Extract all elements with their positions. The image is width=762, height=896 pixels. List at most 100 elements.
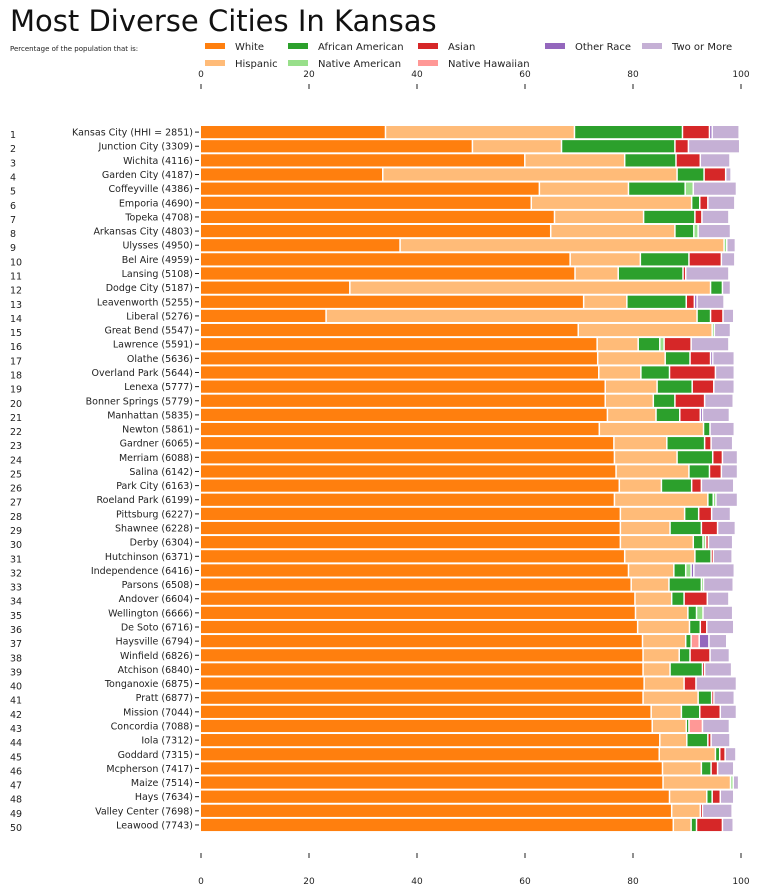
bar-segment-hispanic [663, 762, 701, 775]
bar-segment-asian [695, 210, 702, 224]
bar-segment-asian [683, 126, 709, 139]
city-label: Roeland Park (6199) [96, 495, 193, 506]
bar-segment-white [201, 620, 637, 634]
rank-label: 43 [10, 724, 22, 735]
bottom-tick-label: 0 [198, 877, 204, 887]
bar-segment-hispanic [625, 550, 695, 563]
bar-segment-hispanic [670, 790, 707, 803]
bar-segment-white [201, 734, 660, 747]
bar-segment-other-race [701, 408, 702, 421]
bar-segment-african-american [688, 606, 696, 619]
bar-segment-african-american [665, 352, 690, 365]
bar-segment-native-american [686, 564, 691, 577]
bar-segment-two-or-more [704, 578, 733, 591]
bar-segment-two-or-more [702, 210, 729, 224]
bar-segment-two-or-more [714, 380, 734, 393]
bar-segment-two-or-more [713, 352, 734, 365]
bar-segment-african-american [689, 465, 709, 478]
rank-label: 23 [10, 441, 22, 452]
bar-segment-african-american [677, 168, 704, 181]
legend-swatch-other-race [545, 43, 565, 49]
bar-segment-african-american [679, 649, 690, 662]
rank-label: 17 [10, 356, 22, 367]
bar-segment-two-or-more [711, 734, 730, 747]
city-label: Leawood (7743) [116, 820, 193, 831]
bar-segment-two-or-more [697, 295, 724, 308]
bar-segment-african-american [675, 224, 694, 238]
legend-swatch-two-or-more [642, 43, 662, 49]
rank-label: 36 [10, 625, 22, 636]
bar-segment-two-or-more [712, 126, 739, 139]
bar-segment-african-american [697, 309, 710, 323]
bar-segment-two-or-more [708, 196, 735, 209]
rank-label: 50 [10, 823, 22, 834]
city-label: Emporia (4690) [119, 198, 193, 209]
rank-label: 11 [10, 272, 22, 283]
bar-segment-white [201, 507, 620, 520]
bar-segment-two-or-more [686, 267, 729, 280]
bar-segment-asian [710, 465, 721, 478]
city-label: Lawrence (5591) [113, 340, 193, 351]
bar-segment-hispanic [652, 719, 686, 733]
bar-segment-white [201, 719, 652, 733]
city-label: Valley Center (7698) [95, 806, 193, 817]
city-label: Mission (7044) [123, 707, 193, 718]
bar-segment-asian [701, 620, 707, 634]
bar-segment-hispanic [614, 437, 667, 450]
bar-segment-two-or-more [705, 394, 733, 407]
bottom-tick-label: 60 [519, 877, 531, 887]
city-label: Tonganoxie (6875) [104, 679, 193, 690]
bar-segment-white [201, 224, 550, 238]
bar-segment-african-american [686, 635, 691, 648]
bar-segment-two-or-more [702, 479, 734, 492]
city-label: Independence (6416) [91, 566, 193, 577]
bar-segment-white [201, 281, 350, 294]
bar-segment-two-or-more [703, 408, 729, 421]
rank-label: 42 [10, 710, 22, 721]
bar-segment-two-or-more [714, 550, 732, 563]
legend-swatch-african-american [288, 43, 308, 49]
bar-segment-white [201, 366, 599, 379]
rank-label: 45 [10, 752, 22, 763]
city-label: Salina (6142) [129, 467, 193, 478]
bar-segment-native-american [703, 536, 705, 549]
bar-segment-african-american [694, 536, 703, 549]
top-tick-label: 80 [627, 70, 639, 80]
city-label: Goddard (7315) [118, 750, 193, 761]
bar-segment-two-or-more [703, 804, 732, 817]
rank-label: 38 [10, 653, 22, 664]
city-label: Wellington (6666) [108, 608, 193, 619]
bar-segment-asian [692, 479, 701, 492]
bar-segment-two-or-more [726, 168, 731, 181]
bar-segment-two-or-more [733, 776, 738, 789]
bar-segment-two-or-more [694, 564, 734, 577]
rank-label: 18 [10, 370, 22, 381]
rank-label: 22 [10, 427, 22, 438]
legend-label: Other Race [575, 42, 631, 53]
bar-segment-white [201, 267, 575, 280]
bar-segment-asian [713, 451, 722, 464]
city-label: Junction City (3309) [97, 142, 193, 153]
rank-label: 39 [10, 667, 22, 678]
bar-segment-african-american [562, 140, 675, 153]
bar-segment-two-or-more [703, 719, 729, 733]
bar-segment-two-or-more [718, 521, 735, 535]
bar-segment-african-american [667, 437, 704, 450]
legend-label: African American [318, 42, 404, 53]
legend-label: Hispanic [235, 59, 278, 70]
rank-label: 30 [10, 540, 22, 551]
bar-segment-african-american [641, 253, 689, 266]
bar-segment-hispanic [621, 536, 693, 549]
bar-segment-african-american [669, 578, 701, 591]
bar-segment-hispanic [621, 521, 670, 535]
bar-segment-hispanic [629, 564, 674, 577]
city-label: Maize (7514) [131, 778, 193, 789]
bar-segment-native-american [724, 239, 726, 252]
bar-segment-african-american [716, 748, 719, 761]
rank-label: 24 [10, 455, 22, 466]
city-label: Winfield (6826) [120, 651, 193, 662]
city-label: Park City (6163) [116, 481, 193, 492]
bar-segment-two-or-more [721, 705, 736, 718]
city-label: Wichita (4116) [123, 156, 193, 167]
